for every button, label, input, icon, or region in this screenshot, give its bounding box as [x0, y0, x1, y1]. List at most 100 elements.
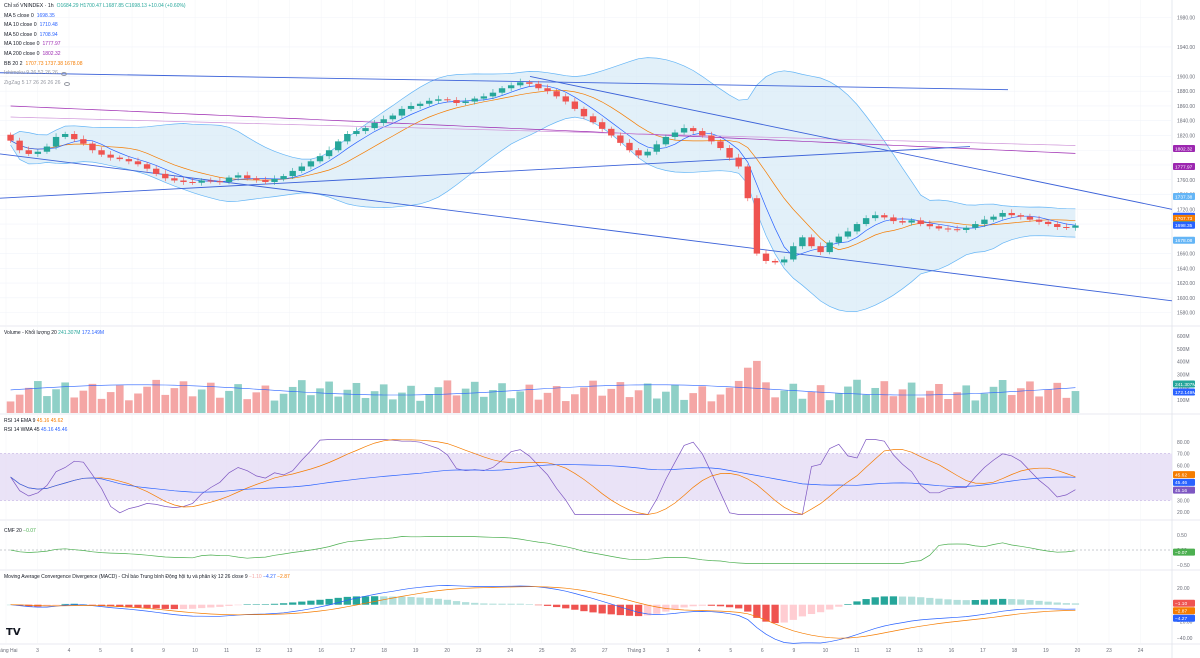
candle-body	[162, 173, 169, 179]
candle-body	[362, 128, 369, 132]
indicator-legend-row[interactable]: Ichimoku 9 26 52 26 26	[4, 69, 186, 79]
candle-body	[999, 212, 1006, 217]
volume-legend[interactable]: Volume - Khối lượng 20 241.307M 172.149M	[4, 330, 104, 336]
volume-tick-label: 100M	[1177, 398, 1190, 404]
candle-body	[371, 122, 378, 129]
indicator-legend-row[interactable]: BB 20 2 1707.73 1737.38 1678.08	[4, 60, 186, 70]
macd-tick-label: −40.00	[1177, 636, 1193, 642]
candle-body	[817, 246, 824, 253]
volume-bar	[962, 385, 971, 413]
candle-body	[189, 181, 196, 183]
macd-histogram-bar	[634, 604, 643, 617]
candle-body	[271, 179, 278, 182]
volume-bar	[616, 382, 625, 413]
volume-bar	[1062, 397, 1071, 413]
rsi-label-1: RSI 14 EMA 9	[4, 418, 36, 424]
candle-body	[972, 224, 979, 228]
indicator-legend-row[interactable]: MA 200 close 0 1802.32	[4, 50, 186, 60]
price-tick-label: 1660.00	[1177, 252, 1195, 258]
volume-bar	[79, 390, 88, 413]
volume-tag-label: 241.307M	[1175, 382, 1196, 388]
indicator-legend-row[interactable]: ZigZag 5 17 26 26 26 26	[4, 79, 186, 89]
volume-bar	[125, 400, 133, 413]
volume-bar	[216, 397, 224, 413]
macd-histogram-bar	[1053, 602, 1061, 605]
price-tick-label: 1600.00	[1177, 296, 1195, 302]
macd-legend[interactable]: Moving Average Convergence Divergence (M…	[4, 574, 290, 580]
rsi-legend-1[interactable]: RSI 14 EMA 9 45.16 45.62	[4, 418, 63, 424]
macd-histogram-bar	[835, 604, 843, 607]
volume-bar	[716, 394, 725, 413]
volume-bar	[115, 385, 124, 413]
eye-hidden-icon[interactable]	[60, 71, 67, 76]
price-tag	[1173, 214, 1195, 222]
volume-bar	[652, 398, 661, 413]
time-tick-label: 3	[36, 648, 39, 654]
indicator-legend-row[interactable]: MA 50 close 0 1708.94	[4, 31, 186, 41]
volume-bar	[24, 387, 33, 413]
price-tag	[1173, 236, 1195, 244]
cmf-label: CMF 20	[4, 528, 22, 534]
volume-bar	[916, 397, 925, 413]
candle-body	[553, 91, 560, 97]
price-tick-label: 1940.00	[1177, 45, 1195, 51]
indicator-legend-row[interactable]: MA 5 close 0 1698.35	[4, 12, 186, 22]
volume-bar	[134, 393, 142, 413]
rsi-legend-2[interactable]: RSI 14 WMA 45 45.16 45.46	[4, 427, 67, 433]
candle-body	[143, 164, 151, 169]
candle-body	[589, 116, 597, 123]
candle-body	[826, 242, 833, 253]
candle-body	[744, 166, 751, 199]
price-tag-label: 1707.73	[1175, 216, 1193, 222]
candle-body	[644, 151, 651, 156]
time-tick-label: 25	[539, 648, 545, 654]
candle-body	[426, 100, 433, 104]
indicator-label: Ichimoku 9 26 52 26 26	[4, 70, 58, 77]
time-tick-label: 6	[761, 648, 764, 654]
time-tick-label: 24	[1138, 648, 1144, 654]
candle-body	[280, 176, 287, 180]
macd-histogram-bar	[70, 603, 78, 605]
candle-body	[844, 231, 852, 237]
macd-histogram-bar	[389, 596, 397, 605]
macd-histogram-bar	[880, 596, 888, 605]
macd-histogram-bar	[516, 603, 524, 605]
tradingview-logo-icon[interactable]: TV	[6, 627, 21, 638]
symbol-title[interactable]: Chỉ số VNINDEX · 1h	[4, 3, 54, 9]
volume-bar	[379, 384, 388, 413]
volume-bar	[516, 391, 525, 413]
indicator-legend-row[interactable]: MA 100 close 0 1777.97	[4, 40, 186, 50]
rsi-tag	[1173, 478, 1195, 486]
macd-histogram-bar	[307, 600, 315, 605]
candle-body	[7, 134, 14, 141]
candle-body	[1072, 225, 1079, 228]
candle-body	[71, 134, 78, 140]
rsi-tag-label: 45.62	[1175, 472, 1187, 478]
eye-hidden-icon[interactable]	[63, 81, 70, 86]
macd-histogram-bar	[553, 604, 561, 608]
macd-value-3: −2.87	[277, 574, 290, 580]
macd-histogram-bar	[789, 604, 797, 620]
cmf-legend[interactable]: CMF 20 −0.07	[4, 528, 36, 534]
macd-histogram-bar	[807, 604, 816, 615]
trend-line	[0, 72, 1009, 91]
candle-body	[89, 143, 96, 151]
macd-tag	[1173, 599, 1195, 607]
macd-histogram-bar	[507, 603, 515, 605]
ma-10-line	[10, 89, 1076, 251]
volume-bar	[589, 380, 597, 413]
rsi-tag-label: 45.16	[1175, 488, 1187, 494]
volume-bar	[443, 380, 452, 413]
time-tick-label: 12	[886, 648, 892, 654]
volume-bar	[980, 393, 989, 413]
volume-bar	[234, 384, 242, 413]
candle-body	[398, 108, 406, 116]
indicator-legend-row[interactable]: MA 10 close 0 1710.48	[4, 21, 186, 31]
volume-bar	[1007, 395, 1016, 413]
ma-200-line	[10, 116, 1076, 146]
indicator-value: 1708.94	[39, 31, 58, 38]
candle-body	[435, 99, 442, 101]
price-tag	[1173, 162, 1195, 170]
volume-bar	[188, 396, 197, 413]
